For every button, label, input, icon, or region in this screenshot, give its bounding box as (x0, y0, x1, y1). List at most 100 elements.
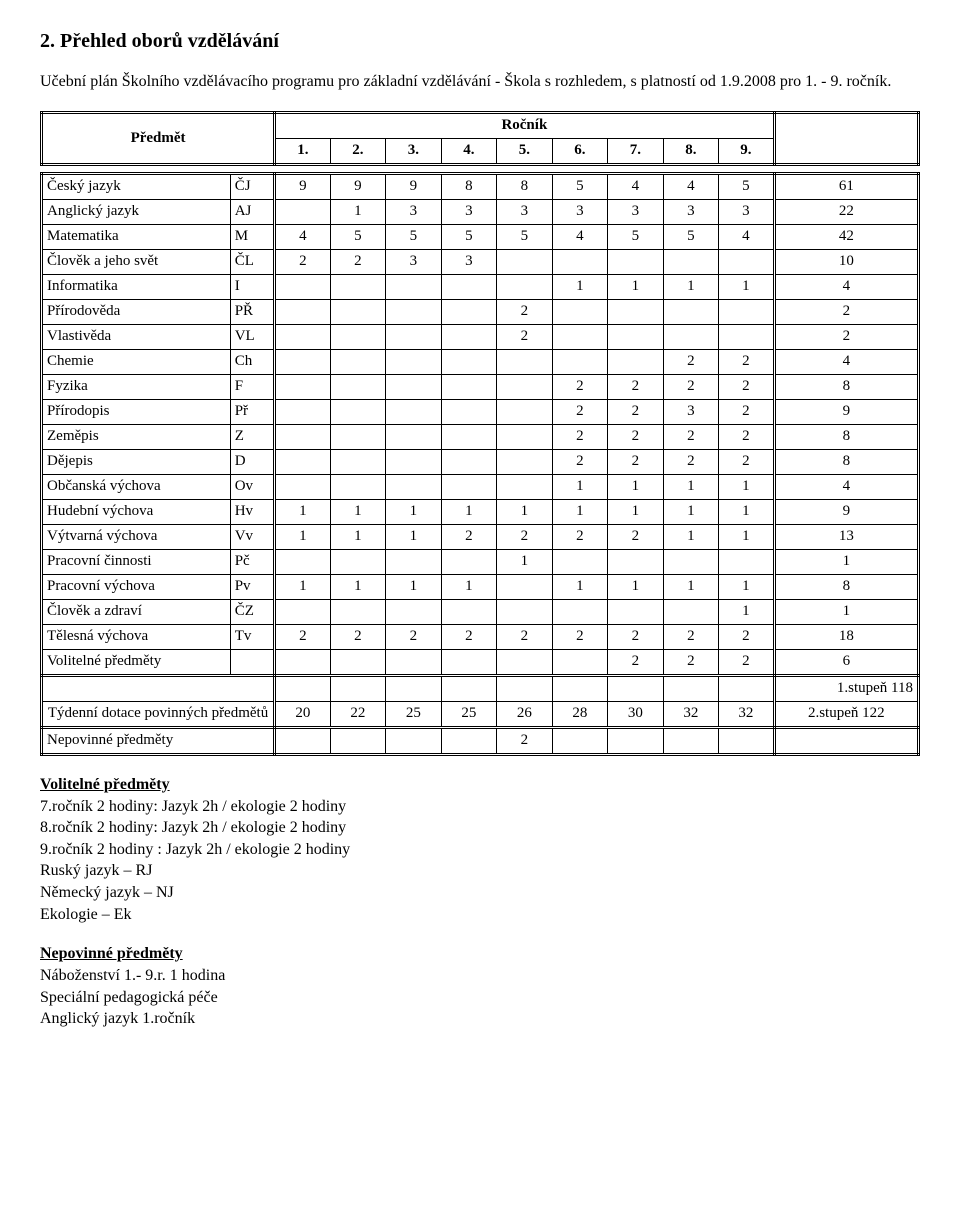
row-total: 2 (774, 324, 918, 349)
table-row: Volitelné předměty2226 (42, 649, 919, 675)
cell-value: 1 (663, 274, 719, 299)
cell-value (386, 324, 442, 349)
cell-value: 2 (497, 324, 553, 349)
subject-code: PŘ (230, 299, 274, 324)
table-head: Předmět Ročník 1. 2. 3. 4. 5. 6. 7. 8. 9… (42, 112, 919, 164)
cell-value: 5 (719, 173, 775, 199)
cell-value: 1 (608, 574, 664, 599)
header-col: 9. (719, 138, 775, 164)
cell-value: 2 (608, 374, 664, 399)
cell-value: 2 (719, 624, 775, 649)
cell-value: 3 (441, 249, 497, 274)
cell-value: 4 (275, 224, 331, 249)
subject-code: Pč (230, 549, 274, 574)
cell-value: 2 (552, 524, 608, 549)
cell-value (275, 649, 331, 675)
cell-value: 1 (441, 499, 497, 524)
cell-value: 2 (330, 624, 386, 649)
cell-value: 5 (608, 224, 664, 249)
row-total: 8 (774, 574, 918, 599)
header-col: 3. (386, 138, 442, 164)
cell-value: 2 (552, 424, 608, 449)
optional-value (330, 727, 386, 754)
table-row: FyzikaF22228 (42, 374, 919, 399)
cell-value (552, 549, 608, 574)
header-col: 6. (552, 138, 608, 164)
cell-value (441, 474, 497, 499)
cell-value: 1 (386, 499, 442, 524)
cell-value (663, 299, 719, 324)
subject-name: Člověk a zdraví (42, 599, 231, 624)
cell-value: 1 (330, 499, 386, 524)
cell-value (608, 349, 664, 374)
cell-value (552, 299, 608, 324)
cell-value (552, 349, 608, 374)
volitelne-line: Ruský jazyk – RJ (40, 860, 920, 882)
cell-value (275, 324, 331, 349)
cell-value (719, 549, 775, 574)
cell-value: 3 (441, 199, 497, 224)
subject-code: Pv (230, 574, 274, 599)
cell-value: 1 (497, 549, 553, 574)
cell-value: 3 (497, 199, 553, 224)
cell-value (719, 324, 775, 349)
table-row: Výtvarná výchovaVv11122221113 (42, 524, 919, 549)
volitelne-line: 9.ročník 2 hodiny : Jazyk 2h / ekologie … (40, 839, 920, 861)
volitelne-line: 7.ročník 2 hodiny: Jazyk 2h / ekologie 2… (40, 796, 920, 818)
cell-value (275, 349, 331, 374)
cell-value (497, 599, 553, 624)
table-row: Hudební výchovaHv1111111119 (42, 499, 919, 524)
table-row: Člověk a jeho světČL223310 (42, 249, 919, 274)
cell-value (275, 399, 331, 424)
cell-value (552, 249, 608, 274)
cell-value: 1 (663, 474, 719, 499)
empty-cell (719, 675, 775, 701)
section-title: 2. Přehled oborů vzdělávání (40, 30, 920, 53)
cell-value: 1 (719, 474, 775, 499)
row-total: 6 (774, 649, 918, 675)
cell-value: 1 (386, 574, 442, 599)
cell-value: 2 (663, 449, 719, 474)
table-body: Český jazykČJ99988544561Anglický jazykAJ… (42, 164, 919, 754)
nepovinne-line: Speciální pedagogická péče (40, 987, 920, 1009)
empty-cell (552, 675, 608, 701)
cell-value: 4 (608, 173, 664, 199)
cell-value (497, 649, 553, 675)
cell-value: 2 (330, 249, 386, 274)
cell-value: 2 (608, 424, 664, 449)
table-row: Pracovní činnostiPč11 (42, 549, 919, 574)
cell-value (441, 299, 497, 324)
optional-value (386, 727, 442, 754)
cell-value: 1 (663, 524, 719, 549)
cell-value: 2 (275, 249, 331, 274)
cell-value (275, 299, 331, 324)
cell-value (441, 649, 497, 675)
subject-name: Vlastivěda (42, 324, 231, 349)
subject-code: VL (230, 324, 274, 349)
cell-value (497, 274, 553, 299)
cell-value: 2 (663, 374, 719, 399)
cell-value: 1 (552, 574, 608, 599)
subject-code: M (230, 224, 274, 249)
cell-value (497, 349, 553, 374)
table-row: InformatikaI11114 (42, 274, 919, 299)
cell-value: 5 (552, 173, 608, 199)
cell-value: 5 (386, 224, 442, 249)
nepovinne-line: Náboženství 1.- 9.r. 1 hodina (40, 965, 920, 987)
row-total: 2 (774, 299, 918, 324)
subject-code: Z (230, 424, 274, 449)
cell-value: 1 (663, 574, 719, 599)
cell-value: 1 (719, 599, 775, 624)
cell-value: 1 (386, 524, 442, 549)
cell-value (719, 299, 775, 324)
cell-value (497, 424, 553, 449)
cell-value (330, 474, 386, 499)
cell-value: 1 (330, 524, 386, 549)
cell-value: 2 (275, 624, 331, 649)
cell-value: 9 (330, 173, 386, 199)
cell-value (441, 399, 497, 424)
subject-name: Občanská výchova (42, 474, 231, 499)
cell-value (608, 549, 664, 574)
header-predmet: Předmět (42, 112, 275, 164)
table-row: Pracovní výchovaPv111111118 (42, 574, 919, 599)
